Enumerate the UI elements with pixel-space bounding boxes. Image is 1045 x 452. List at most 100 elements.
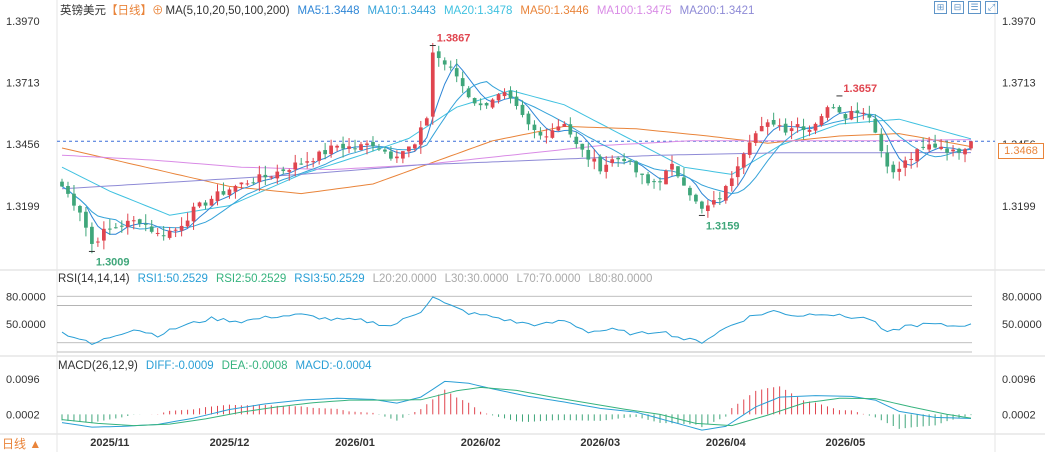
ma-line-MA100 [61, 139, 972, 171]
candle-body [700, 201, 704, 209]
candle-body [412, 144, 417, 149]
macd-tick-right: 0.0002 [1002, 409, 1036, 421]
candle-body [735, 166, 740, 178]
candle-body [526, 113, 531, 125]
candle-body [688, 187, 692, 196]
candle-body [897, 168, 902, 172]
candle-body [221, 191, 226, 195]
x-tick-label: 2026/02 [461, 437, 501, 449]
candle-body [783, 123, 788, 133]
candle-body [418, 127, 423, 145]
candle-body [490, 99, 495, 108]
candle-body [909, 158, 914, 160]
candle-body [371, 142, 375, 147]
candle-body [197, 202, 202, 207]
candle-body [395, 156, 399, 159]
settings-icon[interactable]: ⊕ [152, 5, 164, 17]
candle-body [520, 104, 525, 115]
annotation-label-low: 1.3159 [706, 220, 740, 232]
candle-body [365, 143, 369, 145]
macd-legend-title: MACD(26,12,9) [58, 360, 138, 372]
candle-body [532, 124, 537, 131]
candle-body [879, 134, 884, 152]
zoom-out-icon[interactable]: ⊟ [951, 1, 964, 14]
candle-body [347, 146, 351, 149]
candle-body [287, 170, 292, 172]
candle-body [502, 92, 507, 97]
candle-body [107, 228, 112, 230]
candle-body [185, 220, 190, 227]
ma-value-4: MA100:1.3475 [596, 5, 672, 17]
candle-body [658, 181, 662, 183]
candle-body [281, 169, 286, 172]
candle-body [801, 126, 806, 131]
candle-body [706, 205, 710, 211]
rsi-legend-title: RSI(14,14,14) [58, 273, 130, 285]
price-tick-left: 1.3970 [6, 16, 40, 28]
annotation-label-high: 1.3867 [437, 33, 471, 45]
price-tick-right: 1.3199 [1002, 201, 1036, 213]
candle-body [329, 145, 333, 155]
candle-body [873, 118, 878, 133]
candle-body [155, 232, 160, 234]
zoom-in-icon[interactable]: ⊞ [934, 1, 947, 14]
candle-body [741, 153, 746, 168]
candle-body [592, 158, 597, 162]
rsi-legend: RSI(14,14,14) RSI1:50.2529 RSI2:50.2529 RSI… [58, 273, 668, 285]
bottom-period-button[interactable]: 日线 ▲ [0, 436, 50, 452]
candle-body [682, 177, 686, 186]
candle-body [789, 128, 794, 132]
candle-body [843, 114, 848, 119]
candle-body [813, 123, 818, 131]
ma-line-MA5 [61, 62, 972, 235]
candle-body [275, 171, 280, 179]
candle-body [837, 106, 842, 113]
candle-body [945, 148, 949, 153]
chart-settings-icon[interactable]: ☰ [968, 1, 981, 14]
macd-values: DIFF:-0.0009 DEA:-0.0008 MACD:-0.0004 [146, 360, 380, 372]
candle-body [574, 136, 579, 145]
candle-body [963, 149, 967, 155]
candle-body [544, 136, 549, 138]
candle-body [586, 149, 591, 160]
expand-icon[interactable]: ⤢ [985, 1, 998, 14]
macd-tick-left: 0.0002 [6, 409, 40, 421]
candle-body [335, 145, 339, 148]
rsi-value-5: L70:70.0000 [516, 273, 581, 285]
ma-value-2: MA20:1.3478 [443, 5, 513, 17]
x-tick-label: 2025/12 [210, 437, 250, 449]
candle-body [664, 170, 668, 185]
candle-body [496, 94, 501, 101]
candle-body [137, 219, 142, 224]
symbol-label: 英镑美元 [60, 5, 106, 17]
candle-body [807, 130, 812, 132]
rsi-tick-right: 80.0000 [1002, 291, 1042, 303]
candle-body [96, 241, 100, 243]
rsi-tick-left: 80.0000 [6, 291, 46, 303]
chart-toolbar: ⊞ ⊟ ☰ ⤢ [934, 1, 998, 14]
candle-body [891, 164, 896, 173]
candle-body [640, 173, 644, 175]
candle-body [861, 112, 866, 114]
candle-body [239, 182, 244, 185]
candle-body [251, 182, 256, 184]
candle-body [771, 119, 776, 125]
main-legend: 英镑美元【日线】⊕ MA(5,10,20,50,100,200) MA5:1.344… [60, 2, 770, 18]
candle-body [676, 166, 680, 177]
candle-body [849, 110, 854, 120]
period-label[interactable]: 【日线】 [106, 5, 152, 17]
macd-dea-line [61, 386, 972, 427]
candle-body [717, 198, 722, 200]
candle-body [759, 126, 764, 132]
rsi-values: RSI1:50.2529 RSI2:50.2529 RSI3:50.2529 L20:… [138, 273, 661, 285]
candle-body [927, 144, 931, 150]
candle-body [102, 228, 106, 241]
candle-body [317, 151, 322, 161]
candle-body [951, 149, 955, 152]
candle-body [568, 124, 573, 135]
candle-body [921, 146, 926, 148]
macd-tick-right: 0.0096 [1002, 374, 1036, 386]
candle-body [430, 52, 435, 117]
